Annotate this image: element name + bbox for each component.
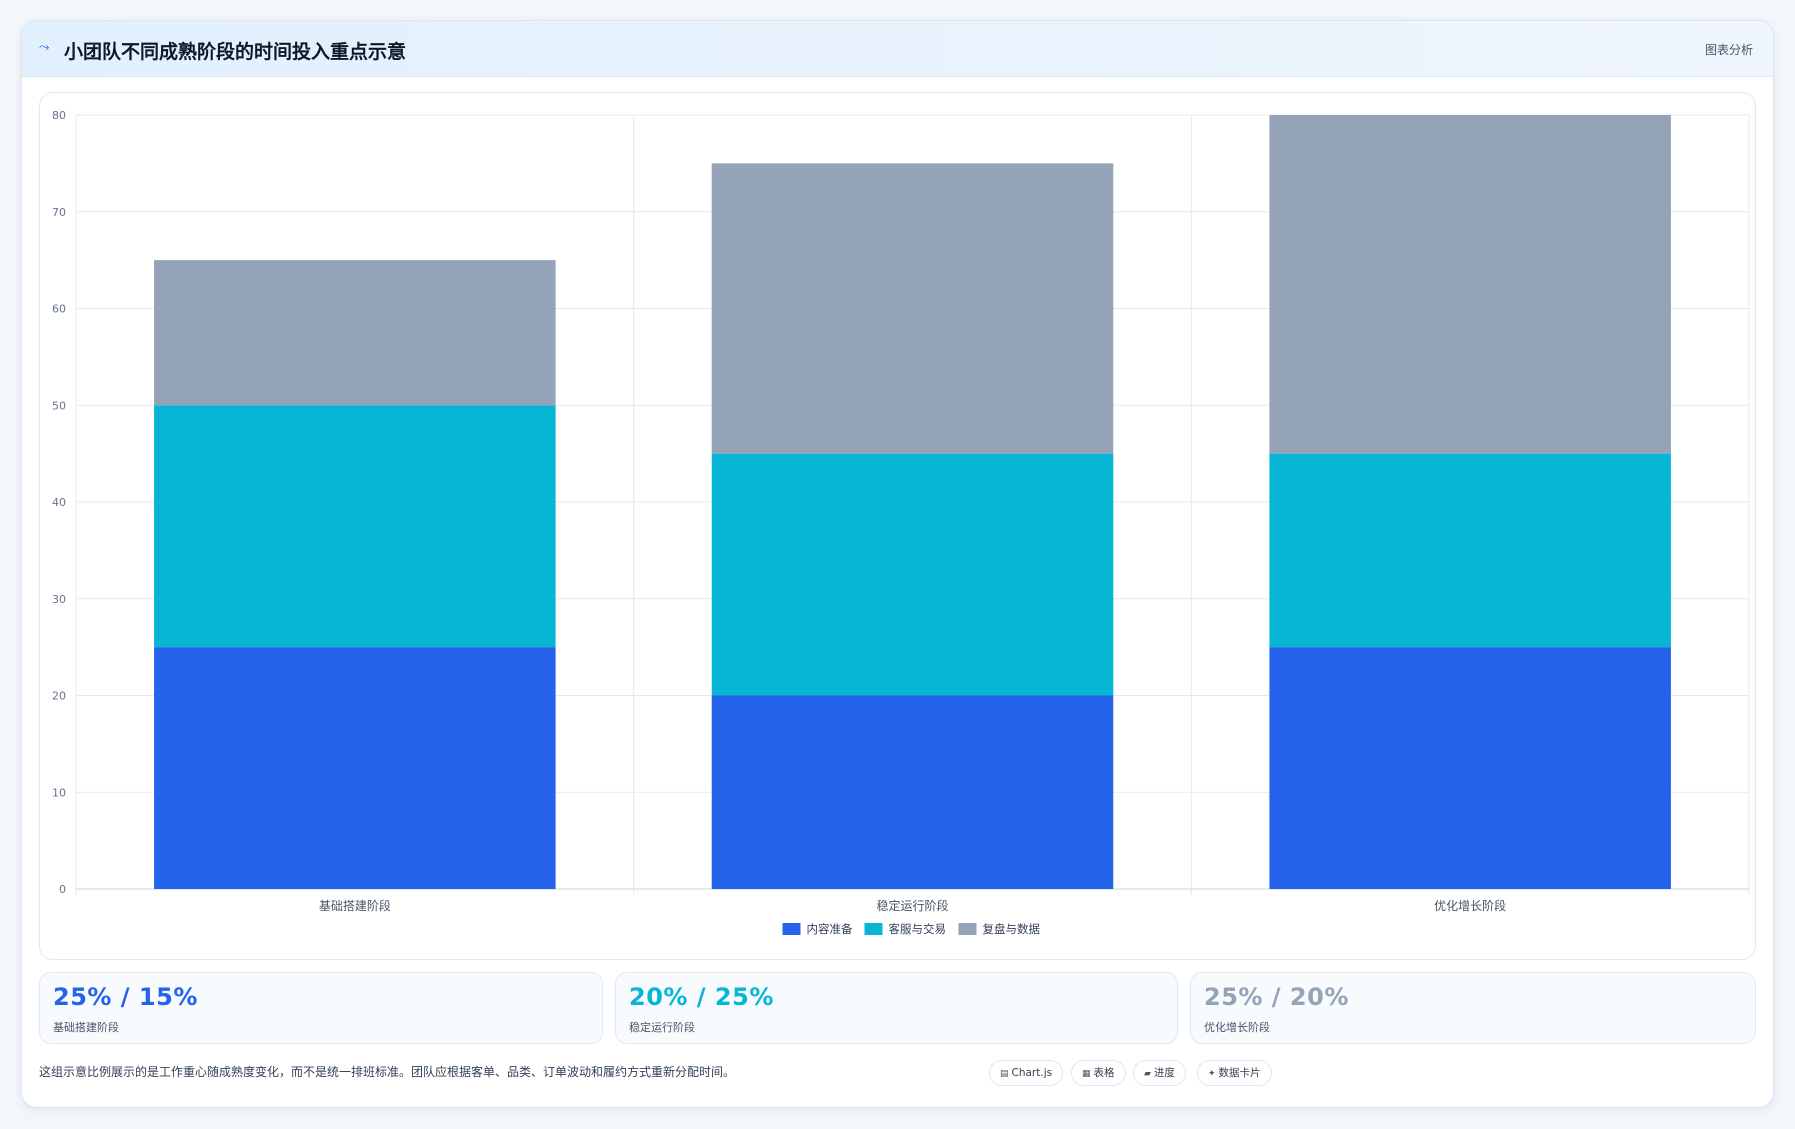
- tag-label: 进度: [1153, 1067, 1175, 1079]
- table-icon: ▦: [1082, 1069, 1091, 1079]
- stat-card-foundation: 25% / 15% 基础搭建阶段: [39, 972, 603, 1044]
- stat-value: 25% / 15%: [53, 983, 198, 1011]
- stat-value: 20% / 25%: [629, 983, 774, 1011]
- stat-card-growth: 25% / 20% 优化增长阶段: [1190, 972, 1756, 1044]
- bar-segment: [711, 163, 1114, 454]
- y-tick-label: 30: [52, 593, 66, 606]
- y-tick-label: 20: [52, 690, 66, 703]
- legend-swatch: [958, 923, 977, 935]
- sparkle-icon: ✦: [1208, 1069, 1216, 1079]
- chart-arrow-icon: ⤳: [39, 40, 50, 55]
- tag-progress[interactable]: ▰ 进度: [1133, 1060, 1186, 1086]
- bar-segment: [1269, 453, 1671, 648]
- stat-value: 25% / 20%: [1204, 983, 1349, 1011]
- bar-segment: [1269, 115, 1671, 454]
- tag-label: 数据卡片: [1218, 1067, 1261, 1079]
- y-tick-label: 40: [52, 496, 66, 509]
- legend-label: 复盘与数据: [983, 922, 1041, 936]
- x-tick-label: 优化增长阶段: [1434, 898, 1506, 913]
- header-subtitle: 图表分析: [1704, 43, 1753, 57]
- tag-chartjs[interactable]: ▤ Chart.js: [989, 1060, 1064, 1086]
- bar-segment: [154, 260, 556, 406]
- page-title: 小团队不同成熟阶段的时间投入重点示意: [64, 41, 407, 63]
- tag-label: Chart.js: [1011, 1067, 1053, 1079]
- chart-card: 0 10 20 30 40 50 60 70 80 基础搭建阶段 稳定运行阶段 优化增长阶段内容准备 客…: [39, 92, 1756, 960]
- stat-label: 优化增长阶段: [1204, 1021, 1270, 1034]
- bar-segment: [711, 695, 1114, 889]
- tag-table[interactable]: ▦ 表格: [1071, 1060, 1126, 1086]
- legend-swatch: [782, 923, 801, 935]
- footnote: 这组示意比例展示的是工作重心随成熟度变化，而不是统一排班标准。团队应根据客单、品…: [39, 1065, 736, 1079]
- x-tick-label: 基础搭建阶段: [319, 898, 391, 913]
- legend-swatch: [864, 923, 883, 935]
- legend-label: 客服与交易: [889, 922, 947, 936]
- progress-icon: ▰: [1144, 1069, 1151, 1079]
- tag-data-card[interactable]: ✦ 数据卡片: [1197, 1060, 1272, 1086]
- y-tick-label: 50: [52, 399, 66, 412]
- bar-segment: [711, 453, 1114, 696]
- tag-label: 表格: [1093, 1067, 1115, 1079]
- bar-segment: [154, 405, 556, 648]
- chart-icon: ▤: [1000, 1069, 1009, 1079]
- y-tick-label: 0: [59, 883, 66, 896]
- y-tick-label: 60: [52, 303, 66, 316]
- stat-label: 稳定运行阶段: [629, 1021, 695, 1034]
- panel-header: ⤳ 小团队不同成熟阶段的时间投入重点示意 图表分析: [22, 21, 1773, 77]
- y-tick-label: 80: [52, 109, 66, 122]
- y-tick-label: 70: [52, 206, 66, 219]
- stat-label: 基础搭建阶段: [53, 1021, 119, 1034]
- bar-segment: [154, 647, 556, 889]
- legend-label: 内容准备: [807, 922, 853, 936]
- y-tick-label: 10: [52, 786, 66, 799]
- x-tick-label: 稳定运行阶段: [876, 898, 948, 913]
- bar-segment: [1269, 647, 1671, 889]
- stat-card-stable: 20% / 25% 稳定运行阶段: [615, 972, 1178, 1044]
